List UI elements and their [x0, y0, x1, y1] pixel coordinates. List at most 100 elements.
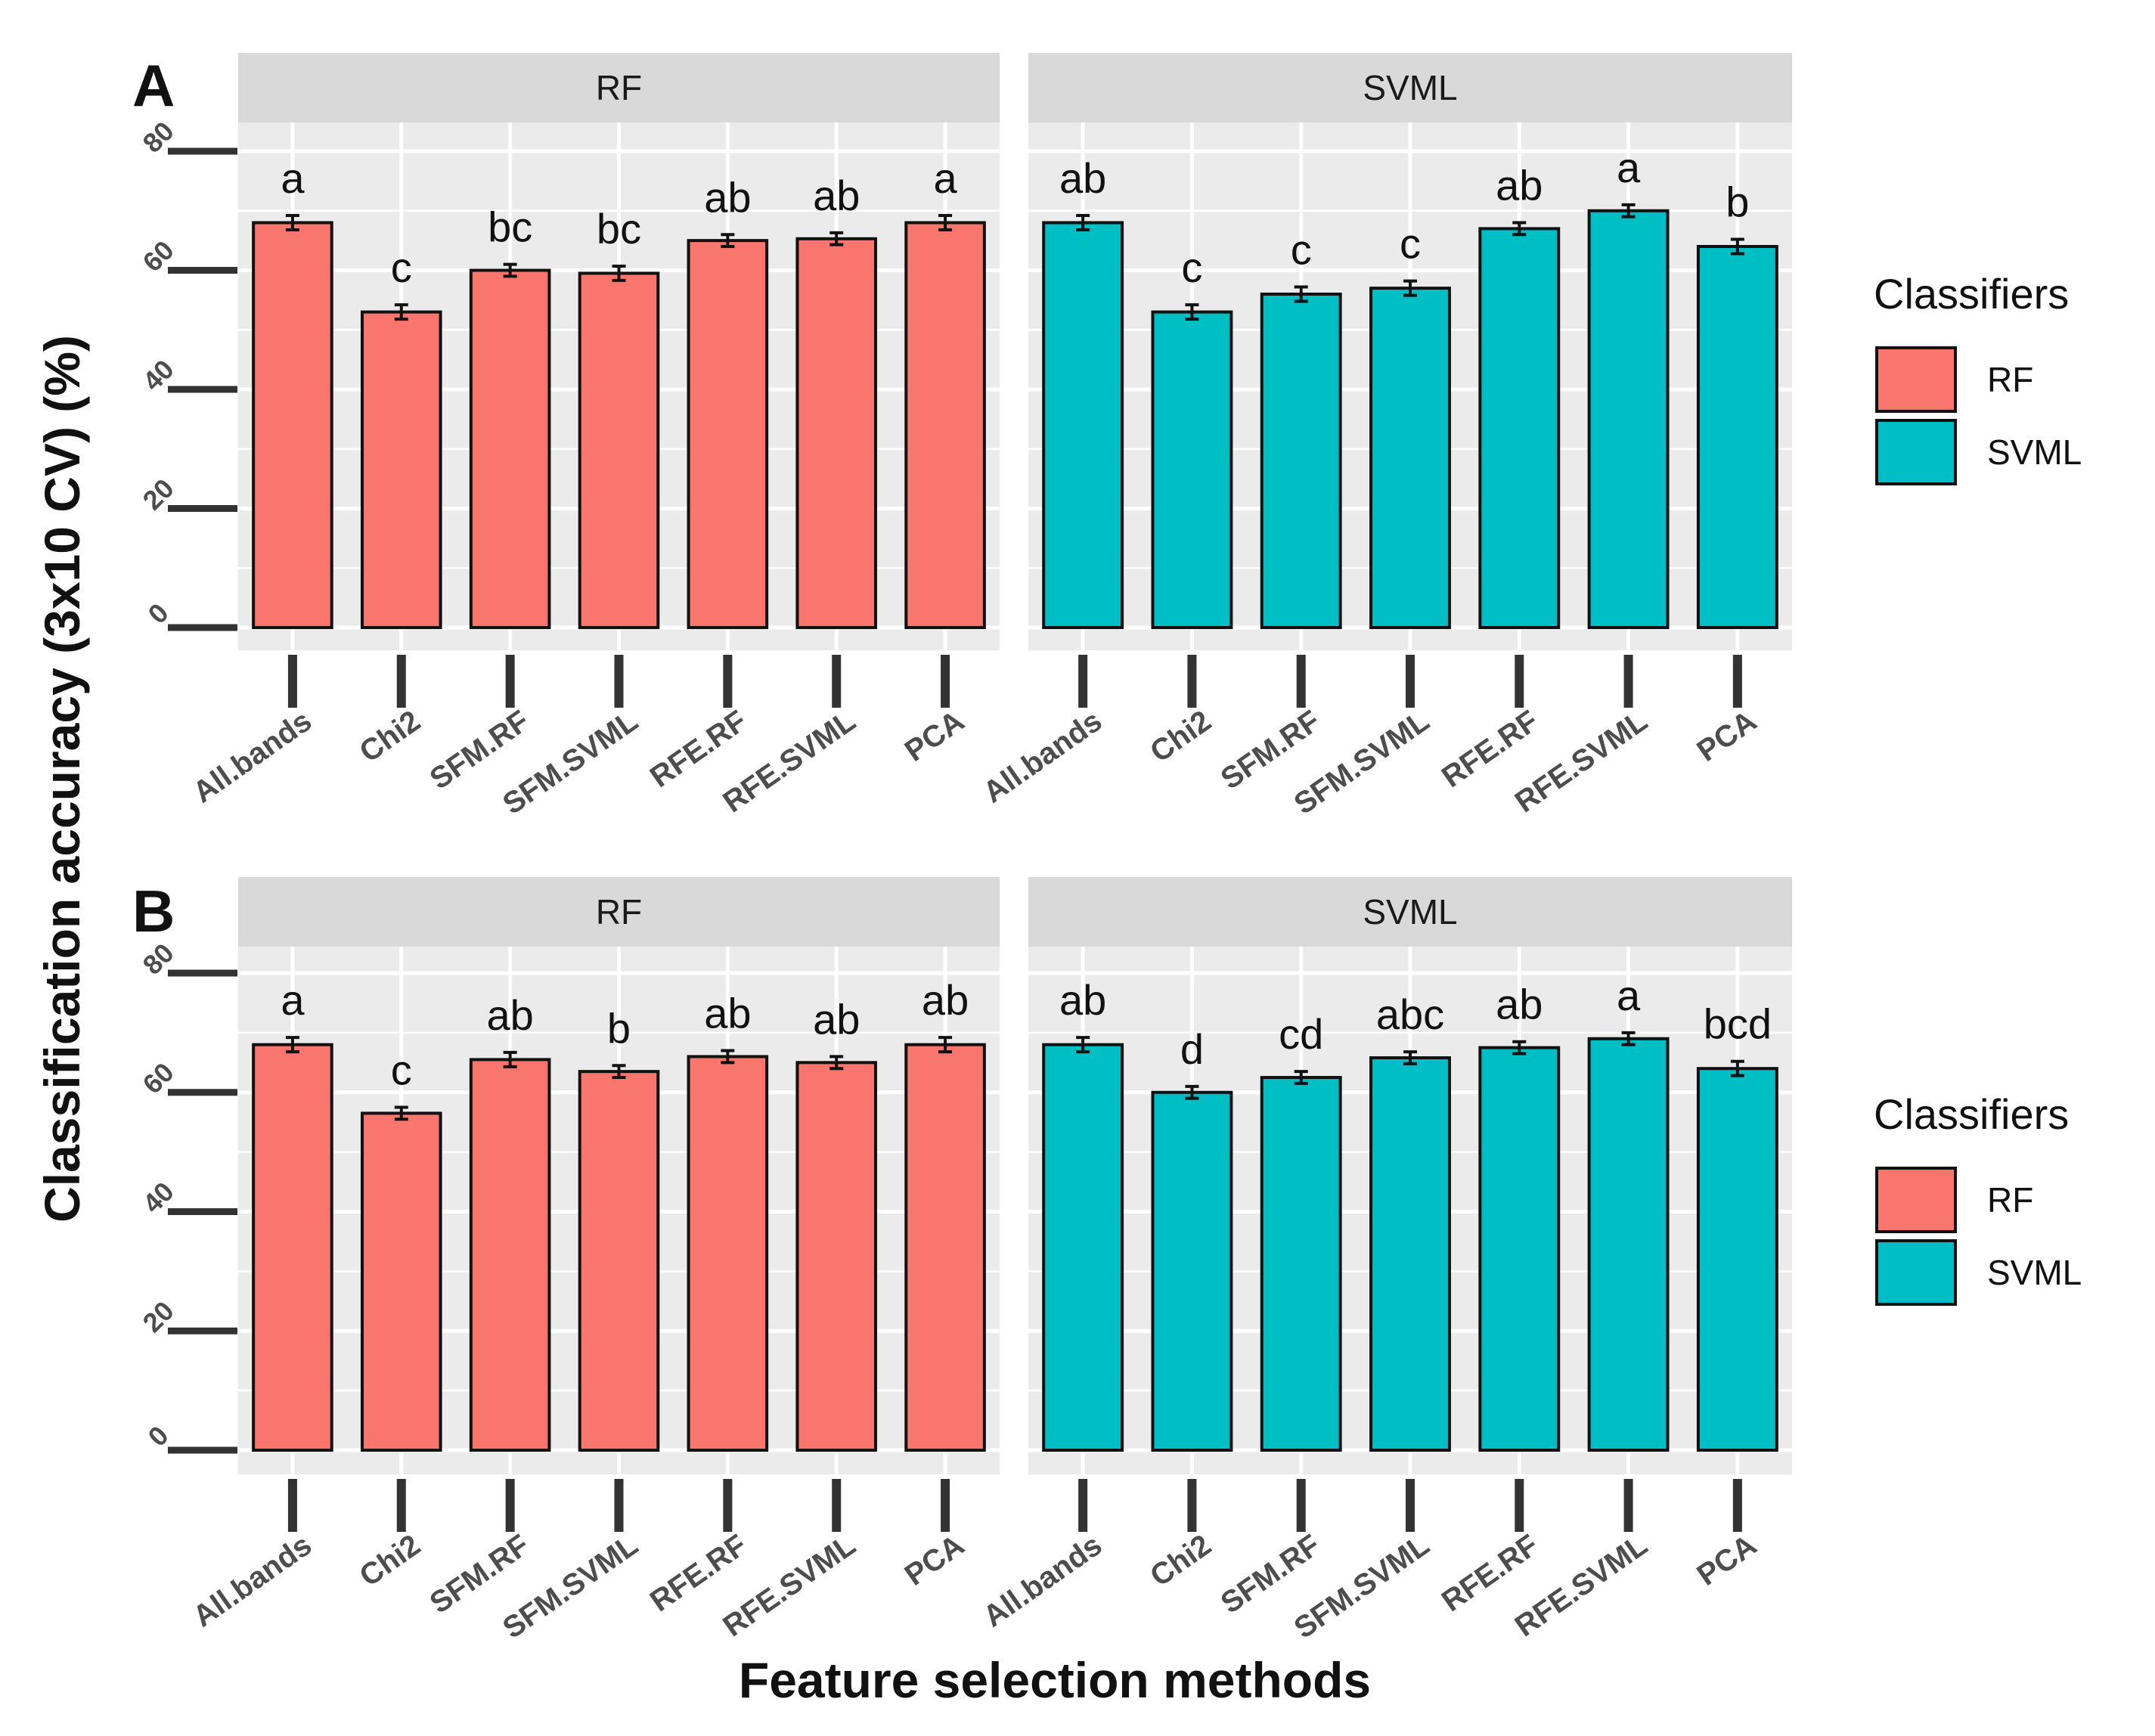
x-tick-label: All.bands	[187, 704, 318, 809]
significance-letter: bcd	[1704, 1000, 1772, 1048]
legend-label: SVML	[1987, 432, 2082, 472]
significance-letter: d	[1180, 1025, 1204, 1073]
significance-letter: a	[281, 154, 305, 202]
facet-strip	[238, 877, 1000, 947]
panel-a: A020406080RFaAll.bandscChi2bcSFM.RFbcSFM…	[132, 52, 1792, 821]
bar	[1587, 209, 1670, 629]
legend-title: Classifiers	[1874, 270, 2069, 318]
significance-letter: abc	[1376, 990, 1444, 1038]
legend-title: Classifiers	[1874, 1090, 2069, 1138]
legends: Classifiers RF SVML Classifiers RF SVML	[1874, 270, 2082, 1306]
bar	[1151, 310, 1233, 629]
significance-letter: cd	[1279, 1010, 1323, 1058]
x-tick-label: PCA	[899, 704, 970, 767]
significance-letter: c	[1181, 243, 1202, 291]
significance-letter: c	[1291, 226, 1312, 274]
significance-letter: c	[391, 243, 412, 291]
significance-letter: a	[281, 976, 305, 1024]
bar	[578, 1070, 660, 1452]
facet-strip-label: RF	[596, 68, 642, 107]
bar	[904, 1043, 986, 1452]
x-tick-label: PCA	[1691, 704, 1763, 767]
facet-strip-label: RF	[596, 892, 642, 932]
significance-letter: b	[1726, 178, 1749, 226]
x-tick-label: Chi2	[1144, 1528, 1217, 1593]
bar	[1696, 245, 1778, 629]
bar	[904, 221, 986, 629]
significance-letter: ab	[813, 172, 860, 219]
x-tick-label: PCA	[899, 1528, 970, 1592]
significance-letter: a	[1617, 144, 1641, 191]
bar	[1478, 227, 1561, 629]
significance-letter: ab	[704, 990, 751, 1037]
legend-label: RF	[1987, 360, 2033, 399]
significance-letter: bc	[488, 203, 532, 251]
x-axis-title: Feature selection methods	[739, 1652, 1371, 1708]
y-axis-title: Classification accuracy (3x10 CV) (%)	[34, 335, 90, 1223]
legend-key-svml	[1875, 419, 1957, 485]
x-tick-label: Chi2	[354, 704, 426, 769]
significance-letter: b	[607, 1004, 631, 1052]
significance-letter: c	[1400, 220, 1421, 268]
significance-letter: c	[391, 1046, 412, 1093]
panels: A020406080RFaAll.bandscChi2bcSFM.RFbcSFM…	[132, 52, 1792, 1645]
x-tick-label: All.bands	[978, 1528, 1109, 1633]
bar	[1260, 1076, 1342, 1452]
bar	[360, 310, 442, 629]
legend-label: SVML	[1987, 1253, 2082, 1292]
legend-key-svml	[1875, 1239, 1957, 1306]
facet-rf: RFaAll.bandscChi2abSFM.RFbSFM.SVMLabRFE.…	[187, 877, 1000, 1645]
facet-svml: SVMLabAll.bandscChi2cSFM.RFcSFM.SVMLabRF…	[978, 53, 1792, 821]
legend-key-rf	[1875, 1167, 1957, 1233]
bar	[1260, 293, 1342, 629]
bar	[687, 239, 769, 629]
legend-key-rf	[1875, 346, 1957, 413]
x-tick-label: All.bands	[187, 1528, 318, 1633]
significance-letter: bc	[597, 205, 641, 253]
bar	[1042, 1043, 1124, 1452]
bar	[795, 237, 878, 629]
bar	[1696, 1067, 1778, 1452]
significance-letter: ab	[486, 991, 533, 1039]
bar	[469, 1058, 551, 1452]
legend-label: RF	[1987, 1180, 2033, 1220]
facet-svml: SVMLabAll.bandsdChi2cdSFM.RFabcSFM.SVMLa…	[978, 877, 1792, 1645]
panel-label: A	[132, 52, 175, 119]
significance-letter: ab	[922, 976, 969, 1024]
significance-letter: ab	[1496, 162, 1543, 209]
significance-letter: ab	[704, 173, 751, 221]
significance-letter: ab	[1059, 976, 1106, 1024]
x-tick-label: All.bands	[978, 704, 1109, 809]
bar	[1587, 1037, 1670, 1452]
significance-letter: ab	[813, 995, 860, 1043]
bar	[469, 268, 551, 629]
x-tick-label: PCA	[1691, 1528, 1763, 1592]
x-tick-label: Chi2	[354, 1528, 426, 1593]
x-tick-label: Chi2	[1144, 704, 1217, 769]
facet-strip-label: SVML	[1363, 68, 1457, 107]
bar	[795, 1061, 878, 1452]
facet-strip	[1028, 877, 1792, 947]
bar	[578, 271, 660, 629]
bar	[360, 1111, 442, 1452]
facet-strip	[238, 53, 1000, 122]
bar	[1042, 221, 1124, 629]
bar	[1369, 1056, 1451, 1452]
bar	[1151, 1090, 1233, 1452]
facet-strip-label: SVML	[1363, 892, 1457, 932]
bar	[252, 221, 333, 629]
bar	[1478, 1046, 1561, 1452]
significance-letter: ab	[1059, 154, 1106, 202]
significance-letter: ab	[1496, 981, 1543, 1028]
facet-strip	[1028, 53, 1792, 122]
bar	[1369, 287, 1451, 629]
significance-letter: a	[1617, 972, 1641, 1019]
legend: Classifiers RF SVML	[1874, 1090, 2082, 1306]
bar	[687, 1055, 769, 1452]
bar	[252, 1043, 333, 1452]
significance-letter: a	[933, 154, 957, 202]
legend: Classifiers RF SVML	[1874, 270, 2082, 485]
facet-rf: RFaAll.bandscChi2bcSFM.RFbcSFM.SVMLabRFE…	[187, 53, 1000, 821]
panel-label: B	[132, 878, 175, 944]
